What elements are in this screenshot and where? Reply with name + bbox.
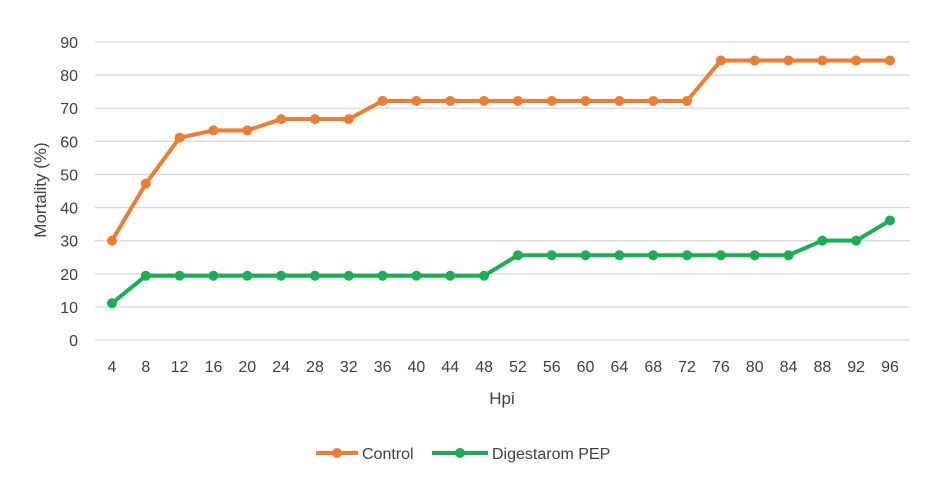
x-tick-label: 48 (475, 359, 493, 376)
data-point (107, 298, 117, 309)
x-tick-label: 12 (171, 359, 189, 376)
y-tick-labels: 0 10 20 30 40 50 60 70 80 90 (60, 35, 78, 350)
x-tick-label: 40 (408, 359, 426, 376)
data-point (546, 95, 557, 106)
data-point (445, 270, 456, 281)
data-point (208, 125, 219, 136)
x-tick-labels: 4 8 12 16 20 24 28 32 36 40 44 48 52 56 60 64 68 72 76 80 84… (108, 359, 899, 376)
data-point (614, 250, 625, 261)
data-point (377, 270, 388, 281)
x-tick-label: 28 (306, 359, 324, 376)
x-tick-label: 56 (543, 359, 561, 376)
y-tick-label: 10 (60, 300, 78, 317)
data-point (140, 270, 151, 281)
legend-marker (455, 448, 465, 458)
x-tick-label: 32 (340, 359, 358, 376)
data-point (242, 125, 253, 136)
x-tick-label: 24 (272, 359, 290, 376)
y-tick-label: 30 (60, 234, 78, 251)
data-point (682, 95, 693, 106)
data-point (343, 270, 354, 281)
data-point (309, 270, 320, 281)
x-tick-label: 88 (813, 359, 831, 376)
data-point (512, 250, 523, 261)
data-point (614, 95, 625, 106)
data-point (276, 270, 287, 281)
y-tick-label: 80 (60, 68, 78, 85)
data-point (580, 95, 591, 106)
data-point (817, 55, 828, 66)
data-point (749, 250, 760, 261)
data-point (343, 114, 354, 125)
data-point (445, 95, 456, 106)
data-point (174, 270, 185, 281)
x-tick-label: 84 (780, 359, 798, 376)
legend-label: Control (362, 446, 414, 463)
data-point (140, 178, 151, 189)
data-point (411, 270, 422, 281)
data-point (411, 95, 422, 106)
x-tick-label: 8 (141, 359, 150, 376)
x-tick-label: 16 (205, 359, 223, 376)
y-axis-title: Mortality (%) (31, 142, 50, 237)
x-tick-label: 92 (847, 359, 865, 376)
x-tick-label: 4 (108, 359, 117, 376)
legend-item-control: Control (316, 446, 414, 463)
data-point (817, 235, 828, 246)
y-tick-label: 60 (60, 134, 78, 151)
x-tick-label: 96 (881, 359, 899, 376)
data-point (885, 215, 895, 226)
x-tick-label: 44 (441, 359, 459, 376)
data-point (885, 55, 895, 66)
data-point (715, 250, 726, 261)
data-point (479, 270, 490, 281)
data-point (682, 250, 693, 261)
data-point (715, 55, 726, 66)
data-point (309, 114, 320, 125)
data-point (749, 55, 760, 66)
x-tick-label: 76 (712, 359, 730, 376)
series-lines (107, 55, 895, 309)
data-point (512, 95, 523, 106)
x-tick-label: 72 (678, 359, 696, 376)
legend: Control Digestarom PEP (316, 446, 610, 463)
x-axis-title: Hpi (489, 389, 515, 408)
y-tick-label: 70 (60, 101, 78, 118)
y-tick-label: 40 (60, 201, 78, 218)
data-point (174, 132, 185, 143)
x-tick-label: 60 (577, 359, 595, 376)
series-line-digestarom-pep (110, 218, 892, 305)
x-tick-label: 52 (509, 359, 527, 376)
data-point (783, 55, 794, 66)
y-tick-label: 50 (60, 167, 78, 184)
data-point (580, 250, 591, 261)
data-point (242, 270, 253, 281)
data-point (783, 250, 794, 261)
data-point (208, 270, 219, 281)
legend-item-digestarom-pep: Digestarom PEP (432, 446, 610, 463)
x-tick-label: 64 (610, 359, 628, 376)
x-tick-label: 36 (374, 359, 392, 376)
data-point (107, 235, 117, 246)
data-point (851, 235, 862, 246)
x-tick-label: 80 (746, 359, 764, 376)
data-point (546, 250, 557, 261)
x-tick-label: 68 (644, 359, 662, 376)
y-tick-label: 20 (60, 267, 78, 284)
data-point (377, 95, 388, 106)
data-point (851, 55, 862, 66)
data-point (648, 250, 659, 261)
legend-marker (332, 448, 342, 458)
y-tick-label: 0 (69, 333, 78, 350)
series-line-control (110, 58, 890, 242)
data-point (276, 114, 287, 125)
legend-label: Digestarom PEP (492, 446, 610, 463)
y-tick-label: 90 (60, 35, 78, 52)
x-tick-label: 20 (238, 359, 256, 376)
data-point (479, 95, 490, 106)
data-point (648, 95, 659, 106)
gridlines (95, 41, 910, 341)
